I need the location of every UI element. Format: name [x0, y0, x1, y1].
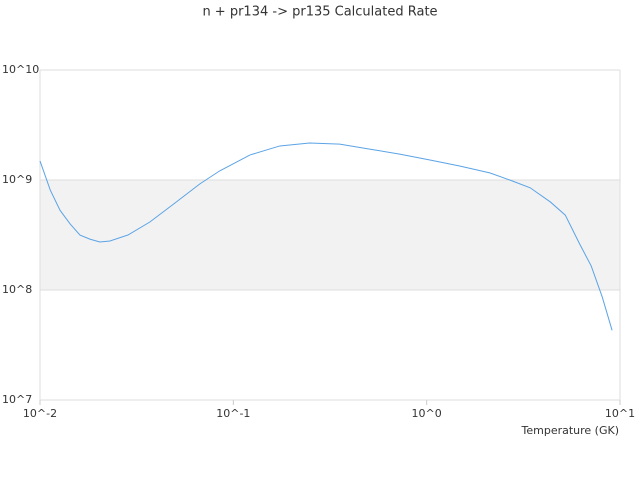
- y-tick-label: 10^8: [2, 283, 32, 296]
- y-tick-label: 10^10: [2, 63, 39, 76]
- y-tick-label: 10^9: [2, 173, 32, 186]
- x-axis-label: Temperature (GK): [521, 424, 620, 437]
- x-tick-label: 10^-1: [216, 407, 250, 420]
- chart-title: n + pr134 -> pr135 Calculated Rate: [202, 5, 437, 20]
- y-tick-label: 10^7: [2, 393, 32, 406]
- grid-band: [40, 180, 620, 290]
- data-line: [39, 142, 613, 331]
- x-tick-label: 10^-2: [23, 407, 57, 420]
- x-tick-label: 10^0: [412, 407, 442, 420]
- x-tick-label: 10^1: [605, 407, 635, 420]
